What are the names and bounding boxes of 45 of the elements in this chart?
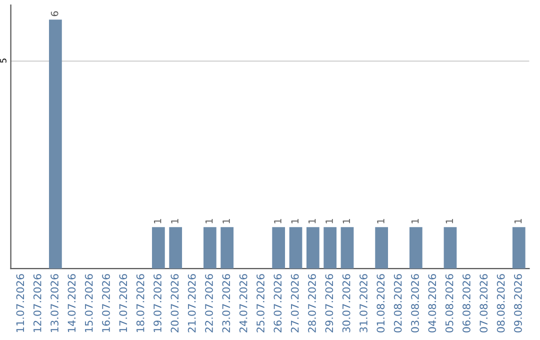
x-tick-label: 27.07.2026 [290,274,299,332]
x-tick-label: 20.07.2026 [170,274,179,332]
x-tick-label: 24.07.2026 [239,274,248,332]
data-label: 1 [326,219,333,224]
data-label: 1 [274,219,282,224]
x-tick-label: 23.07.2026 [222,274,230,332]
x-tick-label: 11.07.2026 [16,274,24,332]
x-tick-label: 09.08.2026 [514,274,522,332]
x-tick-label: 02.08.2026 [394,274,402,332]
x-tick-label: 13.07.2026 [50,274,58,332]
data-label: 1 [308,219,316,224]
x-tick-label: 08.08.2026 [496,274,505,332]
data-label: 1 [446,219,453,224]
x-tick-label: 16.07.2026 [102,274,110,332]
x-tick-label: 14.07.2026 [68,274,76,332]
data-label: 1 [342,219,350,224]
x-tick-label: 18.07.2026 [136,274,144,332]
x-tick-label: 07.08.2026 [480,274,488,332]
x-tick-label: 31.07.2026 [360,274,368,332]
x-tick-label: 22.07.2026 [205,274,213,332]
x-tick-label: 19.07.2026 [154,274,162,332]
data-label: 1 [291,219,298,224]
data-label: 1 [377,219,384,224]
data-label: 1 [222,219,230,224]
data-label: 1 [412,219,419,224]
data-label: 6 [50,11,58,16]
x-tick-label: 21.07.2026 [188,274,196,332]
x-tick-label: 03.08.2026 [411,274,419,332]
x-tick-label: 17.07.2026 [119,274,128,332]
x-tick-label: 28.07.2026 [308,274,316,332]
y-tick-label: 5 [0,58,6,63]
x-tick-label: 25.07.2026 [256,274,264,332]
x-tick-label: 01.08.2026 [376,274,385,332]
x-tick-label: 30.07.2026 [342,274,350,332]
x-tick-label: 06.08.2026 [462,274,470,332]
data-label: 1 [171,219,178,224]
x-tick-label: 29.07.2026 [325,274,334,332]
data-label: 1 [514,219,522,224]
x-tick-label: 26.07.2026 [274,274,282,332]
x-tick-label: 05.08.2026 [445,274,454,332]
data-label: 1 [206,219,213,224]
x-tick-label: 15.07.2026 [84,274,93,332]
x-tick-label: 04.08.2026 [428,274,436,332]
data-label: 1 [154,219,162,224]
x-tick-label: 12.07.2026 [33,274,42,332]
